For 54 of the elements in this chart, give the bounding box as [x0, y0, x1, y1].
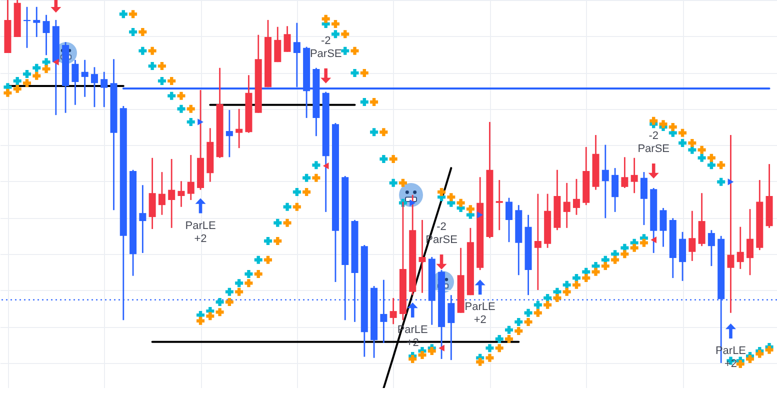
- candlestick: [236, 108, 243, 149]
- candlestick: [736, 226, 744, 270]
- point: [436, 254, 447, 270]
- point: [650, 236, 657, 244]
- point: [195, 198, 206, 214]
- point: [477, 212, 483, 218]
- point: [320, 68, 332, 84]
- candlestick: [274, 26, 282, 63]
- candlestick: [496, 179, 503, 231]
- candlestick: [679, 231, 686, 282]
- candlestick: [640, 171, 648, 226]
- point: [438, 344, 444, 352]
- candlestick: [72, 59, 79, 106]
- candlestick: [33, 6, 40, 38]
- candlestick: [563, 182, 570, 229]
- candlestick: [418, 219, 426, 294]
- candlestick: [187, 154, 194, 201]
- point: [410, 200, 416, 206]
- candlestick: [284, 25, 291, 53]
- candlestick: [139, 184, 146, 254]
- point: [474, 280, 486, 295]
- point: [648, 163, 659, 178]
- candlestick: [612, 167, 619, 213]
- candlestick: [148, 157, 156, 230]
- candlestick: [81, 59, 88, 98]
- candlestick: [506, 197, 512, 243]
- candlestick: [158, 171, 166, 216]
- text: ParLE +2: [185, 220, 216, 245]
- candlestick: [602, 144, 609, 219]
- candlestick: [630, 157, 638, 194]
- point: [322, 162, 329, 170]
- candlestick: [534, 193, 542, 291]
- candlestick: [226, 109, 233, 158]
- candlestick: [708, 229, 715, 267]
- candlestick: [698, 192, 706, 247]
- point: [407, 302, 418, 318]
- candlestick: [746, 208, 754, 276]
- series-label: -2 ParSE: [310, 34, 342, 60]
- candlestick: [178, 180, 185, 208]
- series-label: ParLE +2: [464, 301, 496, 326]
- point: [725, 324, 736, 339]
- candlestick: [572, 178, 580, 216]
- point: [198, 118, 204, 126]
- candlestick: [168, 158, 176, 229]
- candlestick: [23, 6, 30, 49]
- candlestick: [390, 297, 397, 325]
- candlestick: [660, 207, 667, 248]
- text: -2 ParSE: [638, 130, 670, 155]
- candlestick: [90, 66, 98, 108]
- candlestick: [100, 71, 108, 108]
- point: [728, 178, 734, 186]
- candlestick: [688, 210, 696, 262]
- candlestick: [621, 156, 628, 189]
- candlestick: [42, 14, 50, 56]
